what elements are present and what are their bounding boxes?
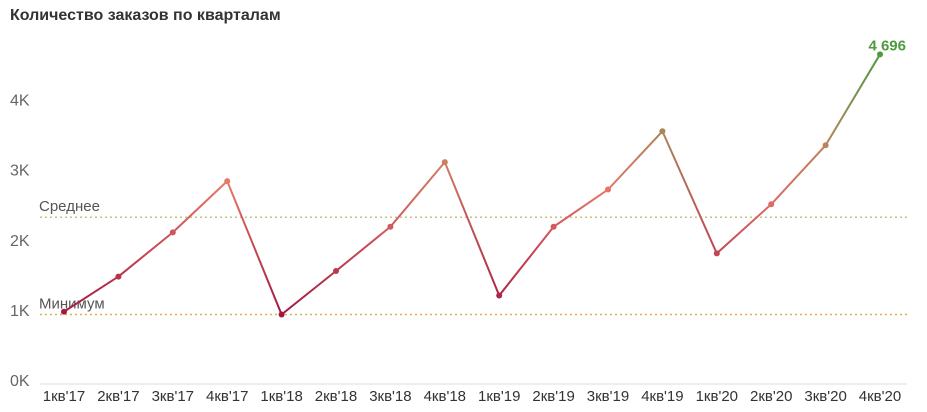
line-segment (824, 53, 881, 146)
line-segment (226, 180, 283, 315)
line-segment (335, 225, 392, 272)
x-tick-label: 3кв'17 (152, 388, 194, 405)
point (550, 223, 557, 230)
x-tick-label: 3кв'19 (587, 388, 629, 405)
point (441, 159, 448, 166)
point (659, 128, 666, 135)
point (224, 178, 231, 185)
line-segment (661, 130, 718, 254)
line-segment (443, 161, 501, 296)
point (713, 250, 720, 257)
x-tick-label: 4кв'20 (859, 388, 901, 405)
data-label: 4 696 (868, 37, 906, 54)
chart-title: Количество заказов по кварталам (10, 7, 281, 24)
point (387, 223, 394, 230)
x-tick-label: 2кв'17 (97, 388, 139, 405)
x-tick-label: 2кв'20 (750, 388, 792, 405)
point (333, 267, 339, 274)
reference-label: Среднее (39, 198, 100, 215)
line-segment (172, 180, 228, 234)
line-segment (716, 203, 772, 255)
y-tick-label: 3K (10, 163, 30, 180)
y-tick-label: 1K (10, 303, 30, 320)
point (278, 311, 285, 318)
y-tick-label: 4K (10, 92, 30, 109)
x-tick-label: 1кв'19 (478, 388, 520, 405)
x-tick-label: 4кв'18 (424, 388, 466, 405)
x-tick-label: 4кв'17 (206, 388, 248, 405)
point (605, 186, 611, 193)
point (768, 201, 775, 208)
x-tick-label: 1кв'17 (43, 388, 85, 405)
y-tick-label: 2K (10, 233, 30, 250)
point (496, 292, 503, 299)
x-tick-label: 3кв'20 (804, 388, 846, 405)
line-segment (117, 231, 174, 278)
x-tick-label: 1кв'20 (696, 388, 738, 405)
line-segment (498, 226, 555, 297)
line-segment (770, 144, 827, 205)
x-tick-label: 3кв'18 (369, 388, 411, 405)
line-segment (553, 188, 609, 228)
line-segment (389, 161, 446, 228)
line-segment (280, 270, 337, 316)
x-tick-label: 2кв'18 (315, 388, 357, 405)
point (822, 142, 829, 149)
line-segment (607, 130, 664, 191)
point (877, 51, 883, 58)
point (61, 308, 67, 315)
reference-label: Минимум (39, 295, 105, 312)
point (115, 273, 122, 280)
line-segment (63, 275, 119, 313)
point (169, 229, 176, 236)
x-tick-label: 4кв'19 (641, 388, 683, 405)
x-tick-label: 2кв'19 (532, 388, 574, 405)
y-tick-label: 0K (10, 373, 30, 390)
x-tick-label: 1кв'18 (260, 388, 302, 405)
